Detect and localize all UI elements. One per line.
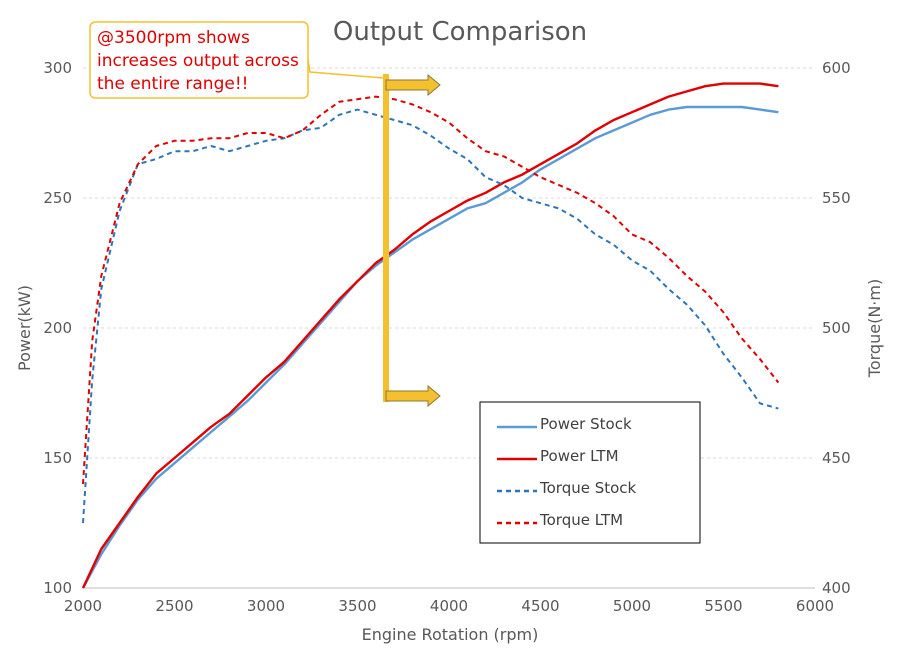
chart-title: Output Comparison [333, 17, 587, 47]
series-line-power-ltm [81, 82, 779, 589]
callout-line-1: @3500rpm shows [97, 28, 250, 48]
x-axis-title: Engine Rotation (rpm) [362, 625, 539, 644]
y2-tick-label-0: 400 [822, 579, 851, 597]
x-tick-label-3: 3500 [338, 597, 376, 615]
y-tick-label-1: 150 [43, 449, 72, 467]
x-tick-label-0: 2000 [64, 597, 102, 615]
y2-tick-label-3: 550 [822, 189, 851, 207]
y-tick-label-4: 300 [43, 59, 72, 77]
grid [83, 67, 815, 459]
series-line-torque-stock [82, 108, 779, 524]
y2-tick-label-1: 450 [822, 449, 851, 467]
legend: Power Stock Power LTM Torque Stock Torque L… [479, 401, 701, 544]
series-line-power-stock [81, 105, 779, 589]
y2-tick-label-2: 500 [822, 319, 851, 337]
series-line-torque-ltm [82, 95, 780, 485]
x-tick-label-7: 5500 [704, 597, 742, 615]
callout-line-3: the entire range!! [97, 74, 248, 94]
y-axis-title: Power(kW) [15, 285, 34, 371]
callout: @3500rpm shows increases output across t… [89, 21, 385, 99]
y-tick-label-2: 200 [43, 319, 72, 337]
x-tick-label-8: 6000 [796, 597, 834, 615]
series-lines [81, 82, 780, 589]
legend-label-2: Torque Stock [539, 479, 637, 497]
x-tick-label-4: 4000 [430, 597, 468, 615]
annotation-arrows [383, 73, 441, 408]
legend-label-0: Power Stock [540, 415, 632, 433]
y2-axis-title: Torque(N·m) [865, 279, 884, 378]
y2-tick-label-4: 600 [822, 59, 851, 77]
arrow-bottom [385, 384, 441, 408]
x-tick-label-6: 5000 [613, 597, 651, 615]
highlight-bar [383, 74, 389, 402]
axes: 2000 2500 3000 3500 4000 4500 5000 5500 6000 100 1… [43, 59, 850, 615]
arrow-top [385, 73, 441, 97]
y-tick-label-0: 100 [43, 579, 72, 597]
x-tick-label-2: 3000 [247, 597, 285, 615]
y-tick-label-3: 250 [43, 189, 72, 207]
x-tick-label-1: 2500 [155, 597, 193, 615]
x-tick-label-5: 4500 [521, 597, 559, 615]
legend-label-3: Torque LTM [539, 511, 623, 529]
callout-line-2: increases output across [97, 51, 299, 71]
legend-label-1: Power LTM [540, 447, 619, 465]
